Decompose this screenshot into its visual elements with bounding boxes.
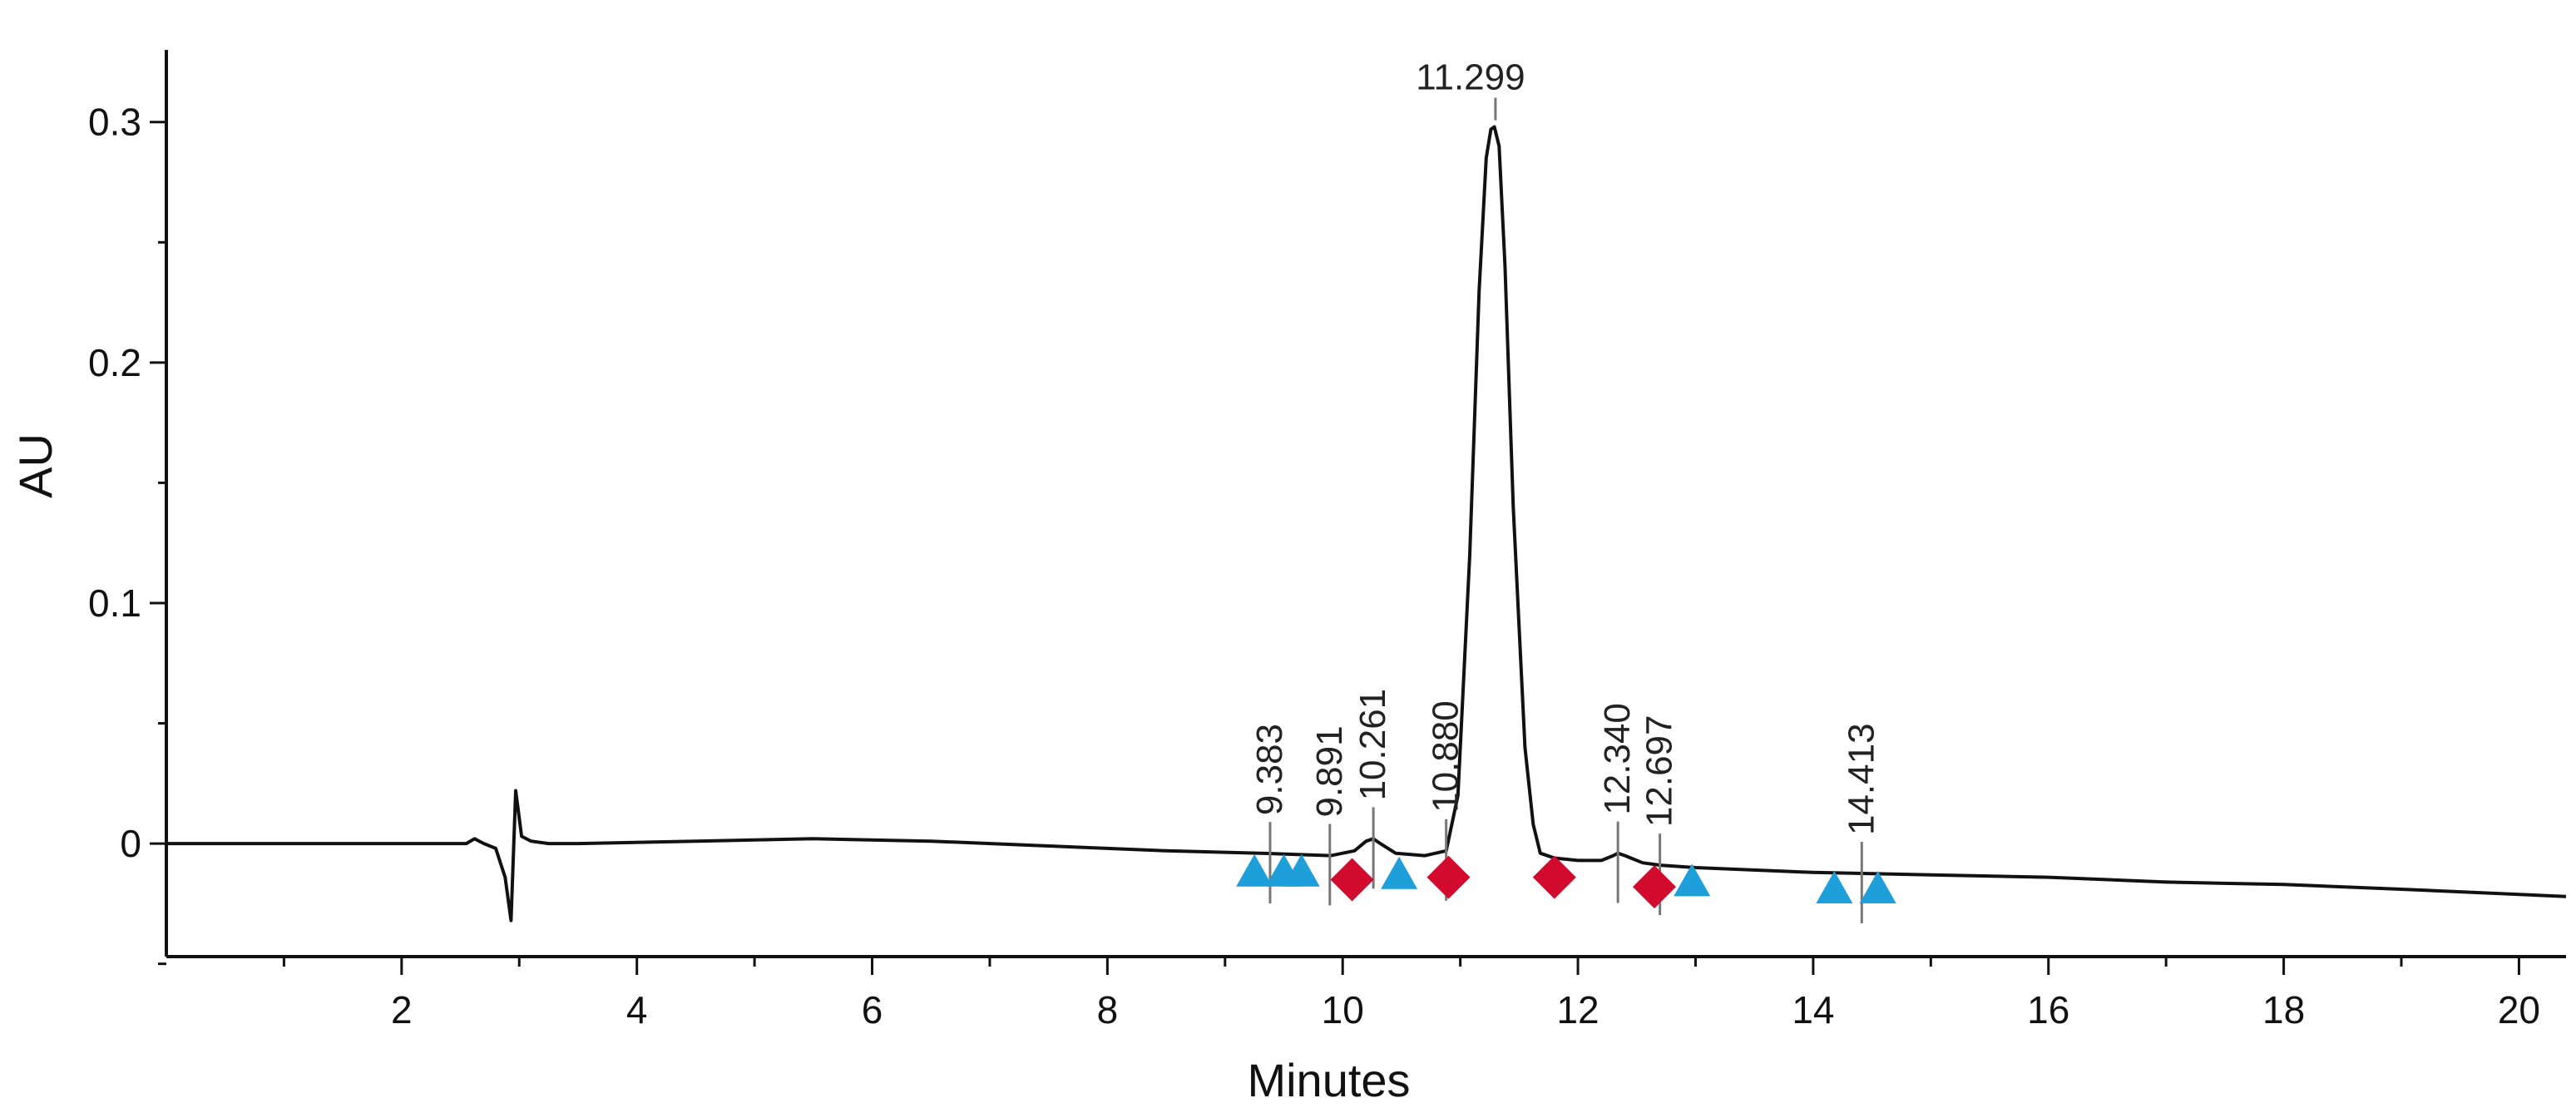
triangle-marker xyxy=(1283,853,1320,887)
diamond-marker xyxy=(1330,858,1374,902)
x-tick-label: 6 xyxy=(862,988,883,1031)
peak-label: 10.261 xyxy=(1352,689,1393,801)
x-axis-title: Minutes xyxy=(1247,1054,1410,1106)
axes: 2 4 6 8 10 12 14 16 18 20 0 0.1 0.2 0.3 xyxy=(88,50,2566,1031)
peak-label: 9.383 xyxy=(1249,724,1290,815)
x-tick-label: 8 xyxy=(1097,988,1119,1031)
x-tick-label: 4 xyxy=(626,988,648,1031)
triangle-marker xyxy=(1236,853,1273,887)
diamond-marker xyxy=(1632,865,1676,909)
x-tick-label: 14 xyxy=(1792,988,1834,1031)
x-tick-label: 2 xyxy=(391,988,413,1031)
triangle-marker xyxy=(1859,871,1896,904)
chromatogram-trace xyxy=(166,125,2567,923)
x-tick-label: 18 xyxy=(2262,988,2305,1031)
y-tick-label: 0.3 xyxy=(88,101,141,144)
triangle-marker xyxy=(1816,871,1853,904)
x-tick-label: 16 xyxy=(2027,988,2069,1031)
trace-layer xyxy=(166,125,2567,923)
peak-label: 12.697 xyxy=(1639,715,1680,827)
y-axis-title: AU xyxy=(9,433,62,498)
peak-label: 12.340 xyxy=(1597,703,1638,815)
x-tick-label: 12 xyxy=(1556,988,1599,1031)
peak-label: 14.413 xyxy=(1841,723,1881,835)
y-tick-label: 0 xyxy=(120,822,141,865)
peak-label: 11.299 xyxy=(1416,57,1525,98)
diamond-marker xyxy=(1426,855,1471,899)
integration-markers xyxy=(1236,853,1896,909)
peak-labels: 9.383 9.891 10.261 10.880 11.299 12.340 12.697… xyxy=(1249,57,1881,924)
y-tick-label: 0.2 xyxy=(88,341,141,384)
triangle-marker xyxy=(1674,863,1711,897)
x-tick-label: 20 xyxy=(2498,988,2540,1031)
peak-label: 10.880 xyxy=(1426,700,1466,813)
triangle-marker xyxy=(1381,856,1418,889)
x-tick-label: 10 xyxy=(1322,988,1364,1031)
peak-label: 9.891 xyxy=(1309,725,1350,817)
diamond-marker xyxy=(1532,855,1576,899)
y-tick-label: 0.1 xyxy=(88,581,141,625)
